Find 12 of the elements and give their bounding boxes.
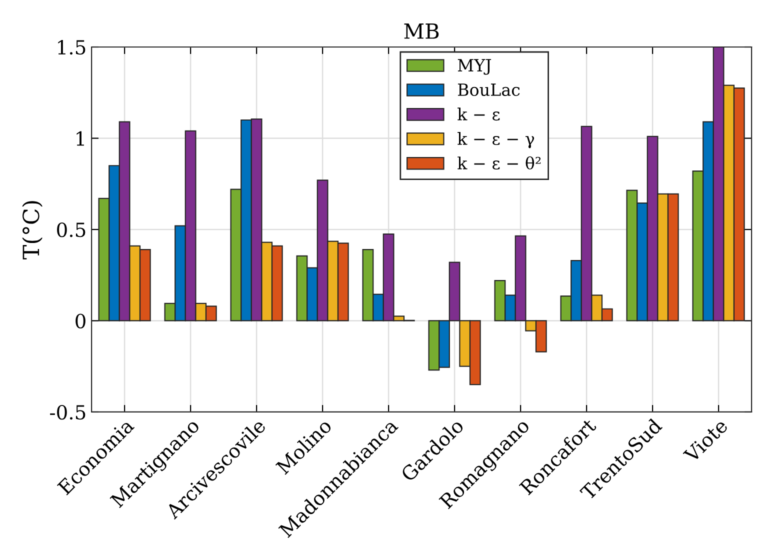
legend-label: k − ε − γ [458, 132, 534, 148]
y-tick-label: 1.5 [58, 40, 86, 55]
legend-label: k − ε [458, 108, 500, 121]
y-tick-label: -0.5 [50, 404, 86, 420]
legend-label: BouLac [458, 84, 520, 96]
y-tick-label: 0 [76, 314, 86, 328]
chart-title: MB [404, 23, 439, 39]
legend-label: MYJ [458, 59, 492, 75]
y-tick-label: 1 [76, 131, 84, 146]
legend-label: k − ε − θ² [458, 156, 541, 170]
y-tick-label: 0.5 [57, 222, 86, 238]
y-axis-title: T(°C) [22, 201, 42, 260]
